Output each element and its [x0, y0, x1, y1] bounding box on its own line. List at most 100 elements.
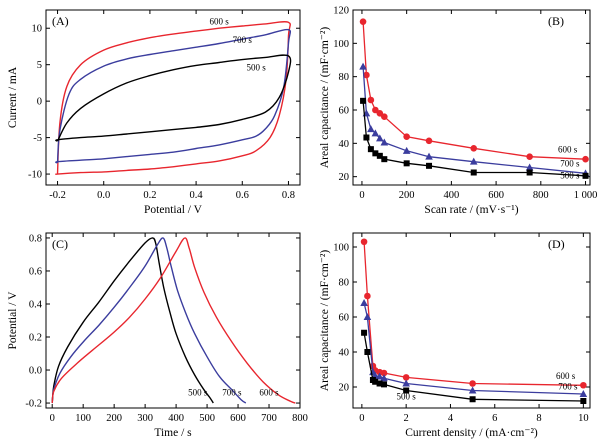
y-tick-label: 5 — [37, 60, 42, 71]
x-tick-label: 0.4 — [190, 190, 204, 201]
x-tick-label: 300 — [137, 413, 153, 424]
curve-label: 700 s — [560, 159, 580, 169]
y-tick-label: 80 — [339, 278, 350, 289]
panel-a: -0.2 0.0 0.2 0.4 0.6 0.8 -10 -5 0 5 10 Potential / … — [7, 9, 301, 216]
x-tick-label: 0.8 — [282, 190, 295, 201]
x-tick-label: 800 — [533, 190, 549, 201]
x-tick-label: 400 — [444, 190, 460, 201]
x-tick-label: 200 — [106, 413, 122, 424]
series-curve — [51, 237, 247, 404]
y-tick-label: 0.8 — [29, 233, 42, 244]
panel-label: (B) — [548, 14, 564, 28]
data-point — [426, 162, 433, 169]
data-point — [372, 150, 379, 157]
data-point — [402, 146, 411, 154]
y-tick-label: 20 — [339, 172, 350, 183]
data-point — [367, 146, 374, 153]
data-point — [402, 379, 410, 387]
plot-frame — [45, 232, 301, 409]
series-line — [363, 241, 584, 386]
data-point — [469, 396, 476, 403]
x-tick-label: 400 — [168, 413, 184, 424]
x-tick-label: 600 — [230, 413, 246, 424]
curve-label: 700 s — [222, 388, 242, 398]
data-point — [380, 369, 388, 377]
y-tick-label: 60 — [339, 106, 350, 117]
data-point — [367, 96, 375, 104]
y-tick-label: 0.0 — [29, 366, 42, 377]
series-curve — [51, 237, 214, 404]
data-point — [381, 113, 388, 120]
data-point — [425, 152, 433, 160]
panel-d: 0 2 4 6 8 10 20 40 60 80 100 Current density / (mA·… — [319, 232, 591, 439]
y-tick-label: 100 — [333, 39, 349, 50]
data-point — [360, 238, 368, 246]
y-tick-label: 20 — [339, 383, 350, 394]
data-point — [364, 292, 371, 300]
x-tick-label: 0 — [50, 413, 55, 424]
x-tick-label: 2 — [404, 413, 409, 424]
y-tick-label: 10 — [32, 24, 43, 35]
data-point — [376, 152, 383, 159]
data-point — [582, 172, 589, 179]
curve-label: 600 s — [556, 371, 576, 381]
curve-label: 600 s — [558, 145, 578, 155]
data-point — [380, 138, 389, 146]
panel-label: (D) — [548, 237, 565, 251]
plot-frame — [45, 9, 301, 186]
y-tick-label: 0.2 — [29, 333, 42, 344]
data-point — [403, 387, 410, 394]
data-point — [363, 313, 372, 320]
series-curve — [55, 54, 292, 142]
curve-label: 500 s — [560, 170, 580, 180]
x-tick-label: 600 — [488, 190, 504, 201]
x-tick-label: 0.0 — [97, 190, 110, 201]
series-700-s — [55, 28, 292, 164]
data-point — [525, 163, 534, 171]
x-tick-label: 8 — [536, 413, 541, 424]
y-tick-label: 40 — [339, 139, 350, 150]
y-tick-label: -0.2 — [25, 399, 42, 410]
data-point — [360, 97, 367, 104]
x-tick-label: 800 — [292, 413, 308, 424]
x-tick-label: 0 — [359, 413, 364, 424]
data-point — [372, 378, 379, 385]
data-point — [359, 62, 367, 70]
data-point — [360, 299, 368, 306]
curve-label: 600 s — [259, 388, 279, 398]
data-point — [363, 134, 370, 141]
plot-frame — [352, 232, 591, 409]
x-axis-title: Time / s — [154, 427, 192, 439]
data-point — [367, 125, 375, 133]
y-tick-label: 80 — [339, 72, 350, 83]
data-point — [381, 381, 388, 388]
series-line — [363, 302, 584, 395]
data-point — [526, 153, 533, 160]
series-line — [362, 21, 586, 160]
series-700-s — [51, 237, 247, 404]
panel-label: (C) — [52, 237, 68, 251]
y-tick-label: 120 — [333, 6, 349, 17]
data-point — [380, 374, 388, 382]
series-600-s — [360, 238, 587, 389]
y-tick-label: -5 — [33, 133, 42, 144]
curve-label: 500 s — [397, 391, 417, 401]
curve-label: 500 s — [188, 388, 208, 398]
x-tick-label: 100 — [75, 413, 91, 424]
y-tick-label: -10 — [28, 170, 42, 181]
data-point — [363, 71, 370, 79]
data-point — [582, 155, 589, 163]
data-point — [470, 169, 477, 176]
series-curve — [51, 237, 296, 404]
y-axis-title: Areal capacitance / (mF·cm⁻²) — [319, 27, 331, 169]
x-tick-label: 4 — [448, 413, 454, 424]
series-curve — [55, 28, 292, 164]
data-point — [468, 386, 477, 394]
x-tick-label: 1 000 — [574, 190, 598, 201]
y-tick-label: 60 — [339, 313, 350, 324]
data-point — [469, 380, 476, 387]
data-point — [469, 157, 478, 165]
data-point — [364, 349, 371, 355]
series-600-s — [55, 21, 291, 175]
x-tick-label: 0.6 — [236, 190, 249, 201]
